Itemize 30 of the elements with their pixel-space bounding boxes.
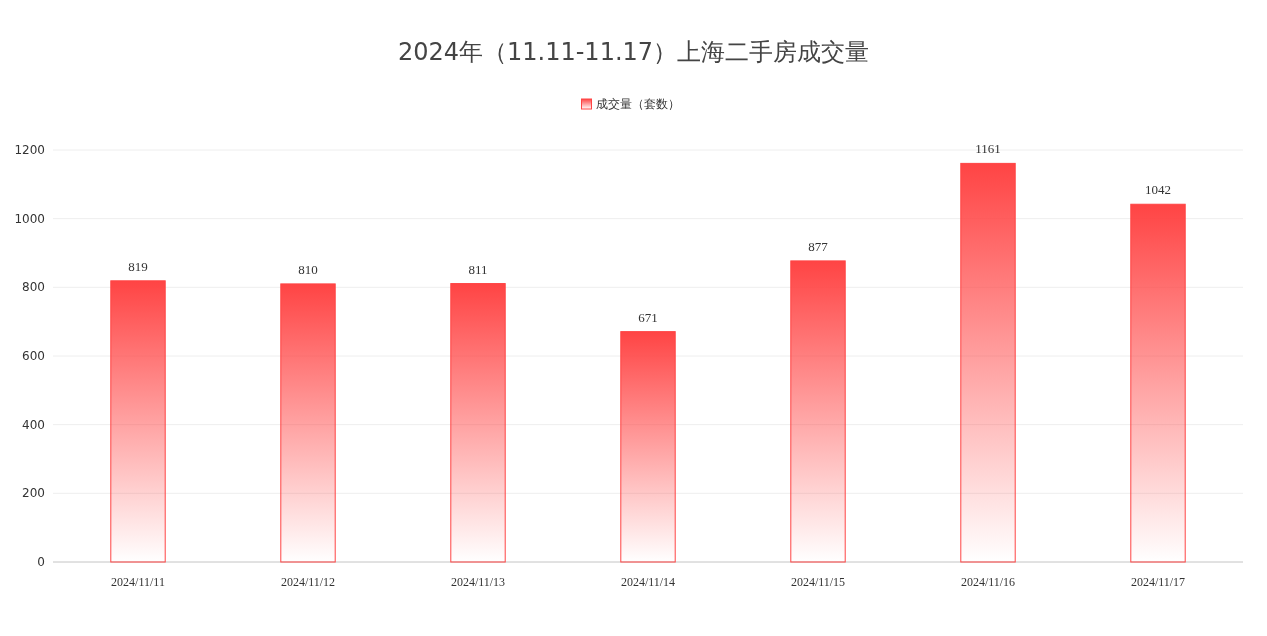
data-label: 811 [468, 261, 488, 277]
y-tick-label: 1000 [14, 211, 45, 226]
y-tick-label: 0 [37, 555, 45, 569]
data-label: 877 [808, 238, 829, 254]
bar [620, 331, 676, 563]
y-tick-label: 1200 [14, 143, 45, 157]
x-tick-label: 2024/11/17 [1130, 575, 1186, 589]
chart-title: 2024年（11.11-11.17）上海二手房成交量 [397, 38, 870, 66]
x-tick-label: 2024/11/14 [620, 575, 676, 589]
x-tick-label: 2024/11/11 [111, 575, 165, 589]
bar [110, 280, 166, 563]
bar [1130, 203, 1186, 563]
x-tick-label: 2024/11/16 [960, 575, 1016, 589]
bar [960, 162, 1016, 563]
data-label: 671 [638, 309, 658, 325]
data-label: 810 [298, 261, 318, 277]
x-tick-label: 2024/11/13 [450, 575, 506, 589]
legend-label: 成交量（套数） [595, 97, 680, 111]
data-label: 1042 [1145, 182, 1171, 198]
data-label: 1161 [975, 141, 1001, 157]
y-tick-label: 600 [22, 349, 45, 363]
x-tick-label: 2024/11/12 [280, 575, 336, 589]
y-tick-label: 200 [22, 486, 45, 501]
x-tick-label: 2024/11/15 [790, 575, 846, 589]
y-tick-label: 400 [22, 417, 45, 432]
bar [280, 283, 336, 563]
bar [790, 260, 846, 563]
bar [450, 283, 506, 563]
y-tick-label: 800 [22, 280, 45, 295]
data-label: 819 [128, 258, 148, 274]
